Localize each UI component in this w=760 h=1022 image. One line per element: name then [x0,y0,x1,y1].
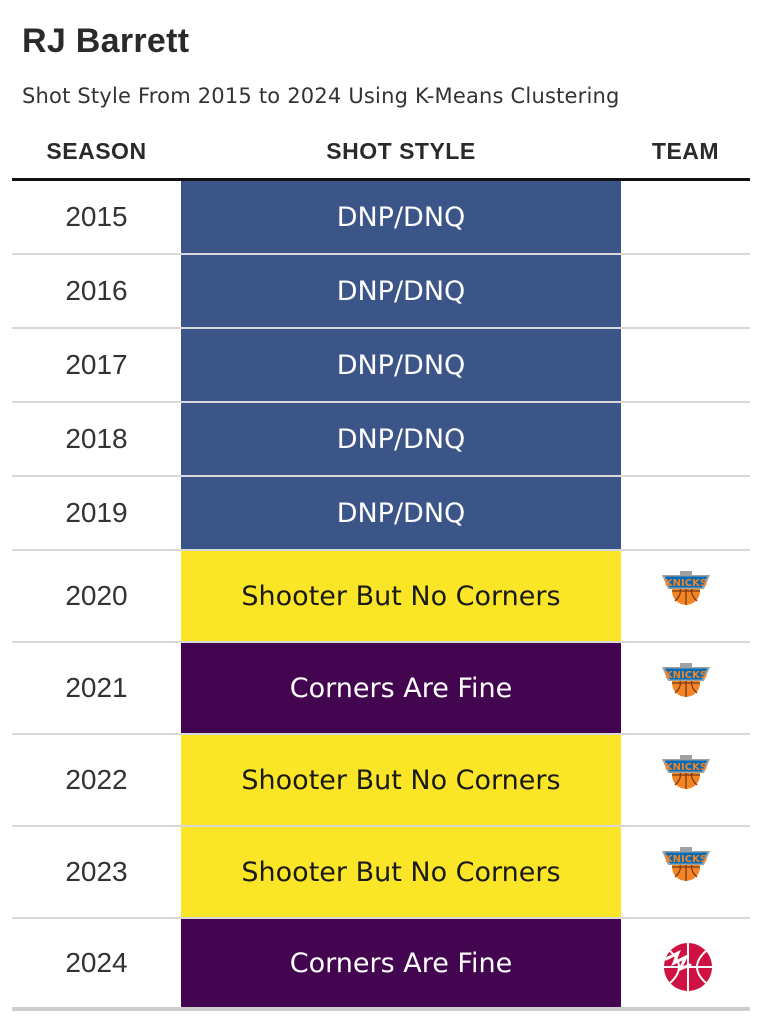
shot-style-cell: Corners Are Fine [181,643,621,733]
team-cell [621,919,750,1007]
team-cell [621,181,750,253]
team-cell: KNICKS [621,735,750,825]
knicks-logo-icon: KNICKS [660,551,712,613]
season-cell: 2018 [65,423,128,454]
team-cell [621,403,750,475]
shot-style-cell: Shooter But No Corners [181,735,621,825]
column-header-team: TEAM [651,138,720,164]
column-header-shot-style: SHOT STYLE [326,138,476,164]
shot-style-cell: Shooter But No Corners [181,551,621,641]
svg-text:KNICKS: KNICKS [664,670,706,681]
season-cell: 2023 [65,856,128,887]
season-cell: 2015 [65,201,128,232]
season-cell: 2021 [65,672,128,703]
shot-style-cell: DNP/DNQ [181,329,621,401]
team-cell [621,477,750,549]
page-title: RJ Barrett [22,22,190,60]
shot-style-cell: Shooter But No Corners [181,827,621,917]
header-divider [12,178,750,181]
knicks-logo-icon: KNICKS [660,827,712,889]
table-row: 2022 Shooter But No Corners KNICKS [12,735,750,827]
table-row: 2019 DNP/DNQ [12,477,750,551]
shot-style-cell: DNP/DNQ [181,403,621,475]
team-cell [621,329,750,401]
table-row: 2015 DNP/DNQ [12,181,750,255]
svg-text:KNICKS: KNICKS [664,762,706,773]
page-subtitle: Shot Style From 2015 to 2024 Using K-Mea… [22,84,620,108]
shot-style-cell: DNP/DNQ [181,255,621,327]
season-cell: 2017 [65,349,128,380]
shot-style-cell: DNP/DNQ [181,181,621,253]
team-cell: KNICKS [621,643,750,733]
svg-text:KNICKS: KNICKS [664,578,706,589]
table-row: 2024 Corners Are Fine [12,919,750,1011]
season-cell: 2019 [65,497,128,528]
season-cell: 2024 [65,947,128,978]
table-row: 2020 Shooter But No Corners KNICKS [12,551,750,643]
knicks-logo-icon: KNICKS [660,643,712,705]
season-cell: 2016 [65,275,128,306]
team-cell: KNICKS [621,827,750,917]
table-row: 2016 DNP/DNQ [12,255,750,329]
knicks-logo-icon: KNICKS [660,735,712,797]
table-row: 2018 DNP/DNQ [12,403,750,477]
table-row: 2023 Shooter But No Corners KNICKS [12,827,750,919]
team-cell [621,255,750,327]
column-header-season: SEASON [46,138,147,164]
table-body: 2015 DNP/DNQ 2016 DNP/DNQ 2017 DNP/DNQ 2018 DNP… [12,181,750,1011]
shot-style-cell: DNP/DNQ [181,477,621,549]
season-cell: 2022 [65,764,128,795]
table-header: SEASON SHOT STYLE TEAM [12,132,750,178]
svg-text:KNICKS: KNICKS [664,854,706,865]
season-cell: 2020 [65,580,128,611]
table-row: 2021 Corners Are Fine KNICKS [12,643,750,735]
team-cell: KNICKS [621,551,750,641]
table-row: 2017 DNP/DNQ [12,329,750,403]
raptors-logo-icon [658,925,714,999]
shot-style-cell: Corners Are Fine [181,919,621,1007]
